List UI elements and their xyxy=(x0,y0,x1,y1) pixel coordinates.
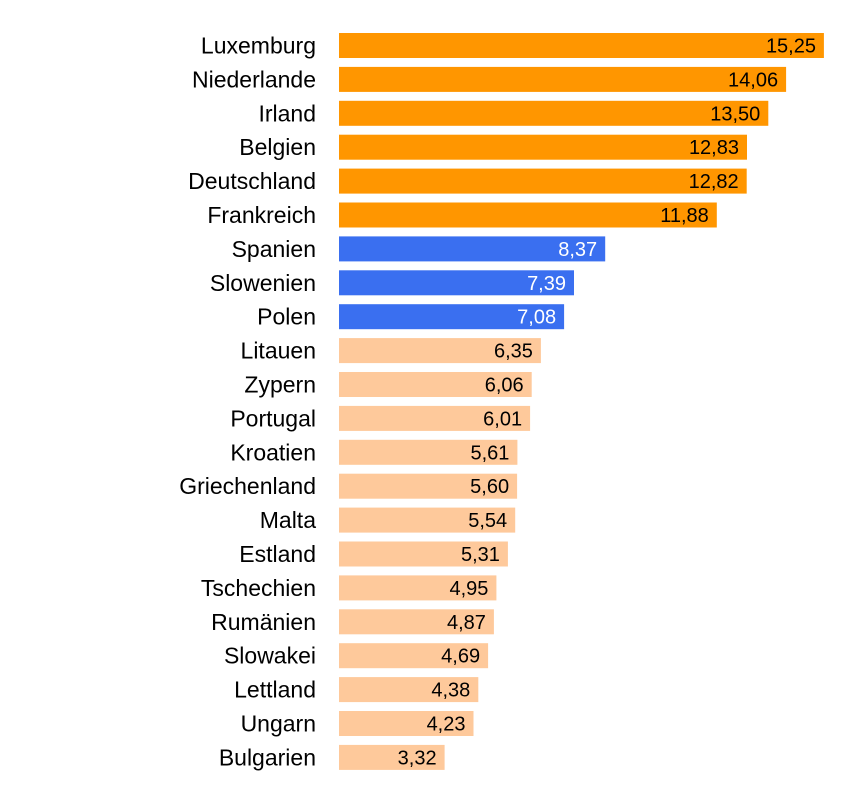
value-label: 4,38 xyxy=(431,680,470,702)
category-label: Niederlande xyxy=(192,66,316,92)
category-label: Estland xyxy=(239,541,316,567)
value-label: 6,06 xyxy=(485,375,524,397)
bar xyxy=(339,575,497,601)
category-label: Ungarn xyxy=(241,711,316,737)
bar xyxy=(339,405,531,431)
bar xyxy=(339,270,574,296)
bar xyxy=(339,643,489,669)
bar xyxy=(339,609,494,635)
category-label: Portugal xyxy=(230,405,316,431)
bar xyxy=(339,304,565,330)
category-label: Lettland xyxy=(234,677,316,703)
bar xyxy=(339,541,508,567)
bar xyxy=(339,338,541,364)
bar xyxy=(339,473,518,499)
category-label: Griechenland xyxy=(179,473,316,499)
value-label: 3,32 xyxy=(398,747,437,769)
bar xyxy=(339,33,824,58)
bar xyxy=(339,507,516,533)
bar xyxy=(339,439,518,465)
bar xyxy=(339,100,769,126)
value-label: 12,83 xyxy=(689,137,739,159)
bar xyxy=(339,134,747,160)
category-label: Tschechien xyxy=(201,575,316,601)
category-label: Irland xyxy=(258,100,316,126)
value-label: 7,08 xyxy=(517,307,556,329)
bar xyxy=(339,677,479,703)
category-label: Frankreich xyxy=(207,202,316,228)
value-label: 11,88 xyxy=(660,205,709,227)
bar xyxy=(339,744,445,770)
category-label: Belgien xyxy=(239,134,316,160)
value-label: 8,37 xyxy=(558,239,597,261)
bar xyxy=(339,372,532,397)
category-label: Bulgarien xyxy=(219,744,316,770)
category-label: Malta xyxy=(260,507,316,533)
value-label: 7,39 xyxy=(527,273,566,295)
value-label: 4,95 xyxy=(449,578,488,600)
bar xyxy=(339,711,474,736)
category-labels-group: Luxemburg Niederlande Irland Belgien Deutsch… xyxy=(179,33,316,771)
value-label: 12,82 xyxy=(689,171,739,193)
bars-group xyxy=(339,33,824,770)
category-label: Luxemburg xyxy=(201,33,316,59)
value-label: 5,60 xyxy=(470,476,509,498)
value-label: 5,31 xyxy=(461,544,500,566)
value-label: 13,50 xyxy=(710,103,760,125)
value-label: 5,54 xyxy=(468,510,507,532)
category-label: Kroatien xyxy=(230,439,316,465)
category-label: Rumänien xyxy=(211,609,316,635)
category-label: Slowenien xyxy=(210,270,316,296)
value-label: 14,06 xyxy=(728,69,778,91)
category-label: Zypern xyxy=(244,372,316,398)
value-label: 5,61 xyxy=(470,442,509,464)
bar xyxy=(339,236,606,262)
value-label: 4,87 xyxy=(447,612,486,634)
bar xyxy=(339,168,747,194)
category-label: Polen xyxy=(257,304,316,330)
category-label: Spanien xyxy=(232,236,316,262)
category-label: Deutschland xyxy=(188,168,316,194)
category-label: Litauen xyxy=(241,338,316,364)
value-label: 4,23 xyxy=(427,714,466,736)
value-labels-group: 15,25 14,06 13,50 12,83 12,82 11,88 8,37 7,39 7,… xyxy=(398,36,816,770)
value-label: 6,01 xyxy=(483,408,522,430)
category-label: Slowakei xyxy=(224,643,316,669)
bar xyxy=(339,66,787,92)
value-label: 6,35 xyxy=(494,341,533,363)
bar xyxy=(339,202,717,228)
value-label: 4,69 xyxy=(441,646,480,668)
value-label: 15,25 xyxy=(766,36,816,58)
